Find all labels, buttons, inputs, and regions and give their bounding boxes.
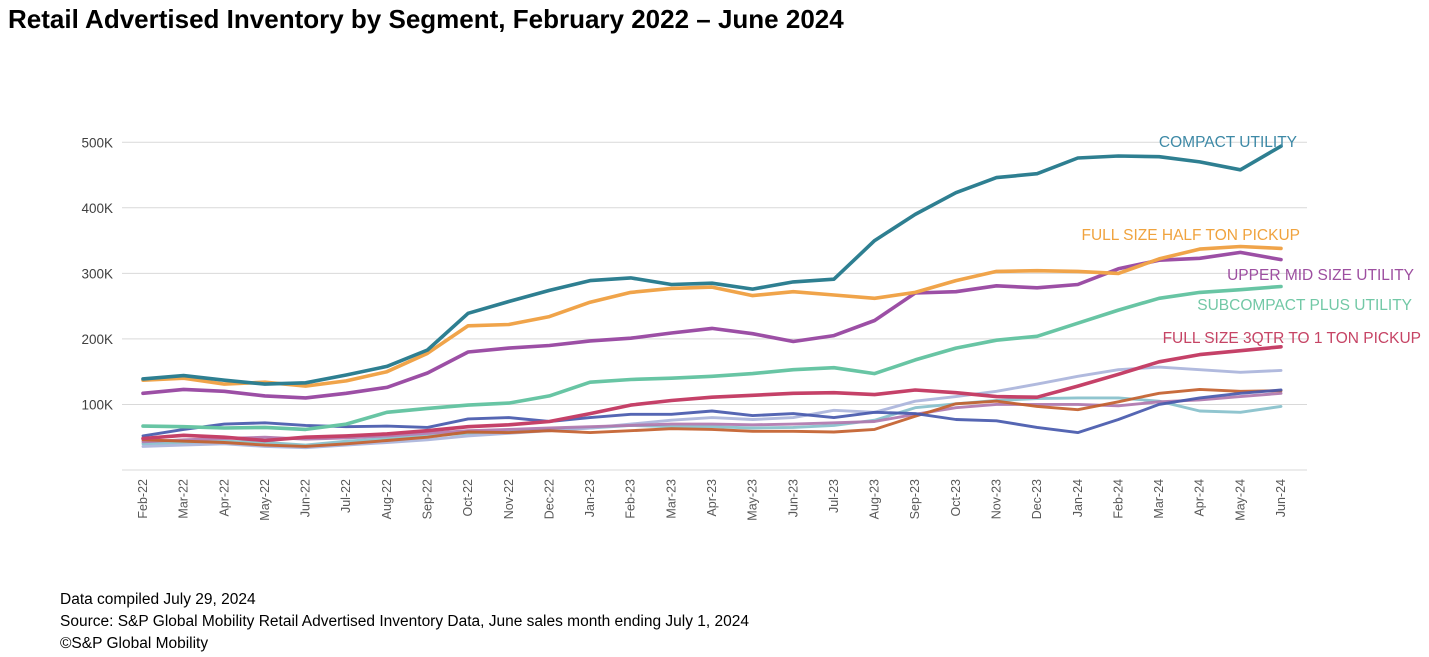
y-axis-tick-label: 500K (81, 135, 113, 150)
x-axis-tick-label: Feb-23 (624, 479, 638, 519)
footer-source: Source: S&P Global Mobility Retail Adver… (60, 613, 749, 630)
footer-compiled-date: Data compiled July 29, 2024 (60, 591, 256, 608)
series-line-unlabeled (141, 396, 1283, 447)
series-line-upper-mid-size-utility (141, 250, 1283, 400)
x-axis-tick-label: Apr-23 (705, 479, 719, 517)
x-axis-tick-label: Dec-23 (1030, 479, 1044, 519)
x-axis-tick-label: Aug-23 (868, 479, 882, 519)
chart-footer: Data compiled July 29, 2024 Source: S&P … (60, 589, 749, 655)
x-axis-tick-label: Nov-23 (990, 479, 1004, 519)
x-axis-tick-label: Apr-22 (217, 479, 231, 517)
x-axis-tick-label: Apr-24 (1193, 479, 1207, 517)
y-axis-tick-label: 100K (81, 397, 113, 412)
series-label: COMPACT UTILITY (1159, 134, 1297, 151)
x-axis-tick-label: Jan-23 (583, 479, 597, 517)
x-axis-tick-label: Jul-22 (339, 479, 353, 513)
x-axis-tick-label: Dec-22 (542, 479, 556, 519)
series-label: UPPER MID SIZE UTILITY (1227, 267, 1414, 284)
series-line-compact-utility (141, 144, 1283, 386)
y-axis-tick-label: 200K (81, 332, 113, 347)
x-axis-tick-label: Jun-24 (1274, 479, 1288, 517)
x-axis-tick-label: Mar-24 (1152, 479, 1166, 519)
x-axis-tick-label: Sep-22 (421, 479, 435, 519)
x-axis-tick-label: Feb-24 (1111, 479, 1125, 519)
series-line-subcompact-plus-utility (141, 284, 1283, 432)
y-axis-tick-label: 300K (81, 266, 113, 281)
x-axis-tick-label: May-24 (1233, 479, 1247, 521)
x-axis-tick-label: Aug-22 (380, 479, 394, 519)
x-axis-tick-label: Mar-23 (664, 479, 678, 519)
x-axis-tick-label: Nov-22 (502, 479, 516, 519)
x-axis-tick-label: Oct-22 (461, 479, 475, 517)
series-line-unlabeled (141, 391, 1283, 444)
x-axis-tick-label: Jun-22 (299, 479, 313, 517)
series-line-unlabeled (141, 387, 1283, 448)
series-line-full-size-3qtr-to-1-ton-pickup (141, 344, 1283, 443)
x-axis-tick-label: Sep-23 (908, 479, 922, 519)
series-label: SUBCOMPACT PLUS UTILITY (1197, 297, 1412, 314)
footer-copyright: ©S&P Global Mobility (60, 635, 209, 652)
series-line-full-size-half-ton-pickup (141, 244, 1283, 388)
x-axis-tick-label: May-22 (258, 479, 272, 521)
x-axis-tick-label: Jun-23 (786, 479, 800, 517)
x-axis-tick-label: Oct-23 (949, 479, 963, 517)
series-label: FULL SIZE HALF TON PICKUP (1082, 227, 1301, 244)
x-axis-tick-label: Feb-22 (136, 479, 150, 519)
series-label: FULL SIZE 3QTR TO 1 TON PICKUP (1163, 330, 1421, 347)
x-axis-tick-label: Mar-22 (177, 479, 191, 519)
x-axis-tick-label: Jul-23 (827, 479, 841, 513)
x-axis-tick-label: May-23 (746, 479, 760, 521)
y-axis-tick-label: 400K (81, 201, 113, 216)
chart-title: Retail Advertised Inventory by Segment, … (8, 4, 844, 34)
x-axis-tick-label: Jan-24 (1071, 479, 1085, 517)
